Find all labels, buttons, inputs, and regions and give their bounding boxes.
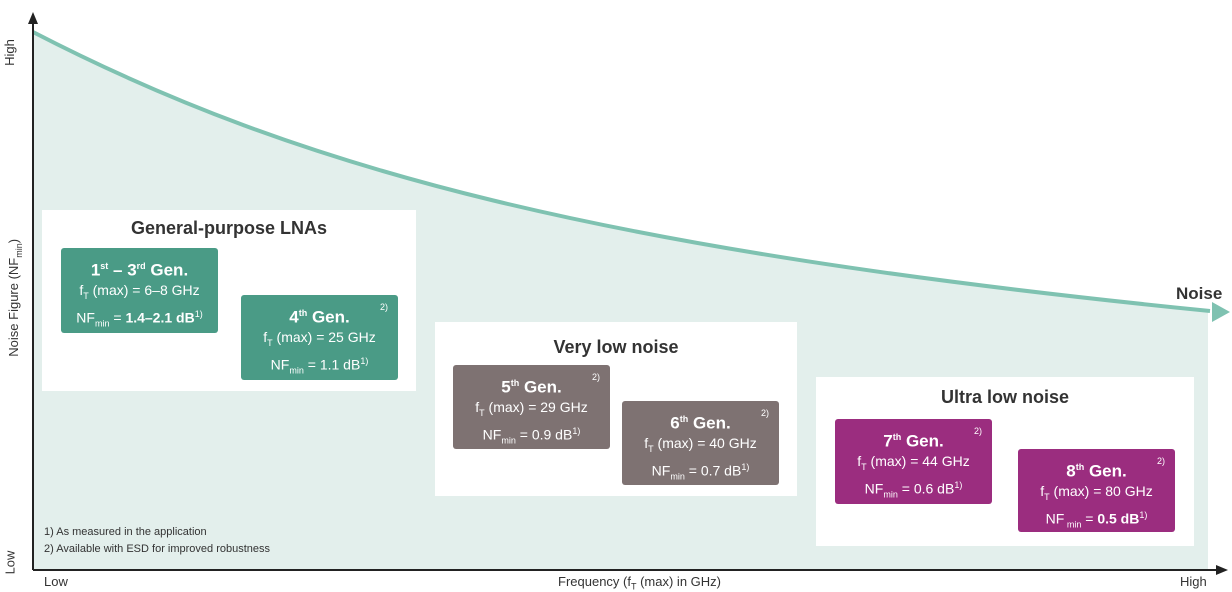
gen-note: 2) xyxy=(973,426,982,436)
gen-note: 2) xyxy=(379,302,388,312)
y-axis-low-label: Low xyxy=(2,550,18,575)
gen-nf: NFmin = 0.9 dB1) xyxy=(482,426,581,446)
gen-note: 2) xyxy=(1156,456,1165,466)
gen-card-8: 2) 8th Gen. fT (max) = 80 GHz NF min = 0… xyxy=(1018,449,1175,532)
gen-title: 8th Gen. xyxy=(1066,461,1127,481)
noise-curve xyxy=(32,30,1211,313)
gen-card-6: 2) 6th Gen. fT (max) = 40 GHz NFmin = 0.… xyxy=(622,401,779,485)
group-title: Very low noise xyxy=(553,337,679,357)
gen-nf: NFmin = 1.4–2.1 dB1) xyxy=(76,309,203,329)
footnotes: 1) As measured in the application 2) Ava… xyxy=(44,524,270,558)
gen-title: 7th Gen. xyxy=(883,431,944,451)
gen-ft: fT (max) = 25 GHz xyxy=(263,328,376,348)
gen-card-5: 2) 5th Gen. fT (max) = 29 GHz NFmin = 0.… xyxy=(453,365,610,449)
gen-card-4: 2) 4th Gen. fT (max) = 25 GHz NFmin = 1.… xyxy=(241,295,398,380)
footnote: 2) Available with ESD for improved robus… xyxy=(44,543,271,555)
gen-note: 2) xyxy=(591,372,600,382)
y-axis-title: Noise Figure (NFmin) xyxy=(6,238,24,357)
y-axis-high-label: High xyxy=(1,39,17,66)
gen-title: 6th Gen. xyxy=(670,413,731,433)
gen-nf: NF min = 0.5 dB1) xyxy=(1045,510,1148,530)
gen-ft: fT (max) = 80 GHz xyxy=(1040,482,1153,502)
y-axis-arrowhead xyxy=(28,12,38,24)
gen-card-1-3: 1st – 3rd Gen. fT (max) = 6–8 GHz NFmin … xyxy=(61,248,218,333)
gen-ft: fT (max) = 6–8 GHz xyxy=(79,281,200,301)
gen-ft: fT (max) = 44 GHz xyxy=(857,452,970,472)
footnote: 1) As measured in the application xyxy=(44,526,207,538)
gen-title: 1st – 3rd Gen. xyxy=(90,260,189,280)
x-axis-high-label: High xyxy=(1180,574,1207,589)
group-title: Ultra low noise xyxy=(940,387,1070,407)
x-axis-arrowhead xyxy=(1216,565,1228,575)
noise-curve-label: Noise xyxy=(1176,284,1223,303)
gen-nf: NFmin = 0.6 dB1) xyxy=(864,480,963,500)
x-axis-low-label: Low xyxy=(44,574,68,589)
gen-ft: fT (max) = 29 GHz xyxy=(475,398,588,418)
gen-nf: NFmin = 0.7 dB1) xyxy=(651,462,750,482)
gen-ft: fT (max) = 40 GHz xyxy=(644,434,757,454)
gen-nf: NFmin = 1.1 dB1) xyxy=(270,356,369,376)
group-title: General-purpose LNAs xyxy=(130,218,328,238)
gen-note: 2) xyxy=(760,408,769,418)
noise-curve-arrowhead xyxy=(1212,302,1230,322)
gen-title: 5th Gen. xyxy=(501,377,562,397)
x-axis-title: Frequency (fT (max) in GHz) xyxy=(558,574,721,592)
gen-card-7: 2) 7th Gen. fT (max) = 44 GHz NFmin = 0.… xyxy=(835,419,992,504)
gen-title: 4th Gen. xyxy=(289,307,350,327)
